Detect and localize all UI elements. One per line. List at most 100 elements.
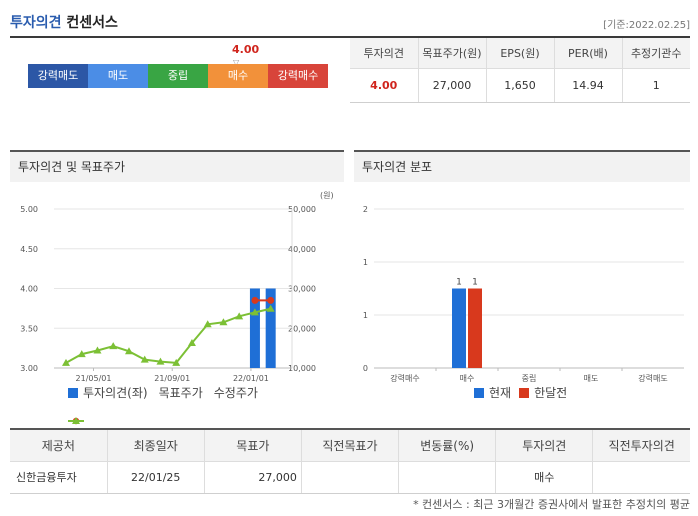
col-target: 목표가 (203, 429, 302, 462)
y-tick: 2 (363, 205, 368, 214)
y-axis-unit: (원) (320, 191, 334, 200)
chart-legend: 투자의견(좌) 목표주가 수정주가 (68, 384, 266, 425)
consensus-summary-table: 투자의견 목표주가(원) EPS(원) PER(배) 추정기관수 4.00 27… (350, 38, 690, 103)
y-tick: 1 (363, 258, 368, 267)
base-date: [기준:2022.02.25] (603, 20, 690, 31)
val-per: 14.94 (553, 68, 622, 103)
distribution-bar (468, 288, 482, 368)
section-header: 투자의견 컨센서스 [기준:2022.02.25] (10, 10, 690, 38)
opinion-bar (265, 288, 276, 368)
cell-last-date: 22/01/25 (106, 461, 205, 494)
table-row: 신한금융투자 22/01/25 27,000 매수 (10, 461, 690, 494)
legend-month-ago: 한달전 (519, 384, 567, 401)
scale-strong-sell: 강력매도 (28, 64, 88, 88)
y-tick: 0 (363, 364, 368, 373)
adjusted-price-point (266, 304, 275, 312)
legend-swatch-blue (68, 387, 78, 398)
bar-value-label: 1 (472, 278, 478, 288)
adjusted-price-point (77, 350, 86, 358)
adjusted-price-point (203, 320, 212, 328)
legend-label: 수정주가 (213, 386, 258, 400)
cell-provider: 신한금융투자 (10, 461, 108, 494)
col-prev-opinion: 직전투자의견 (592, 429, 690, 462)
col-eps: EPS(원) (485, 38, 554, 69)
category-label: 매수 (460, 374, 475, 382)
legend-label: 투자의견(좌) (83, 386, 148, 400)
category-label: 매도 (584, 374, 599, 382)
legend-swatch-red (519, 387, 530, 398)
x-tick-label: 21/09/01 (154, 374, 190, 382)
scale-sell: 매도 (88, 64, 148, 88)
title-main: 투자의견 (10, 15, 62, 31)
y-tick: 1 (363, 311, 368, 320)
adjusted-price-point (124, 347, 133, 355)
category-label: 중립 (522, 374, 537, 382)
opinion-value: 4.00 (232, 43, 260, 56)
opinion-marker-icon: ▽ (233, 58, 240, 67)
col-change-rate: 변동률(%) (398, 429, 496, 462)
val-opinion: 4.00 (350, 68, 418, 103)
broker-table: 제공처 최종일자 목표가 직전목표가 변동률(%) 투자의견 직전투자의견 신한… (10, 428, 690, 494)
y-tick-left: 5.00 (20, 205, 38, 214)
col-target-price: 목표주가(원) (417, 38, 486, 69)
y-tick-left: 3.50 (20, 324, 38, 333)
legend-label: 한달전 (534, 386, 568, 400)
distribution-bar (452, 288, 466, 368)
target-price-point (251, 296, 259, 304)
adjusted-price-point (140, 355, 149, 363)
opinion-target-chart-panel: 투자의견 및 목표주가 5.00 4.50 4.00 3.50 3.00 50,000 40… (10, 150, 344, 425)
y-tick-right: 20,000 (288, 324, 316, 333)
adjusted-price-point (62, 358, 70, 366)
opinion-scale: 4.00 ▽ 강력매도 매도 중립 매수 강력매수 (28, 42, 328, 90)
col-opinion: 투자의견 (495, 429, 593, 462)
y-tick-left: 4.00 (20, 285, 38, 294)
cell-opinion: 매수 (495, 461, 593, 494)
col-per: PER(배) (553, 38, 622, 69)
x-tick-label: 21/05/01 (76, 374, 112, 382)
y-tick-right: 30,000 (288, 285, 316, 294)
cell-prev-opinion (592, 461, 690, 494)
legend-current: 현재 (474, 384, 511, 401)
scale-buy: 매수 (208, 64, 268, 88)
panel-title: 투자의견 분포 (354, 150, 690, 182)
adjusted-price-point (187, 338, 196, 346)
panel-title: 투자의견 및 목표주가 (10, 150, 344, 182)
val-target-price: 27,000 (417, 68, 486, 103)
x-tick-label: 22/01/01 (233, 374, 269, 382)
target-price-point (267, 296, 275, 304)
col-provider: 제공처 (10, 429, 108, 462)
y-tick-right: 50,000 (288, 205, 316, 214)
legend-price: 수정주가 (68, 384, 258, 424)
y-tick-left: 3.00 (20, 364, 38, 373)
opinion-scale-bar: 강력매도 매도 중립 매수 강력매수 (28, 64, 328, 88)
col-estimators: 추정기관수 (621, 38, 690, 69)
cell-target: 27,000 (203, 461, 302, 494)
adjusted-price-point (219, 318, 228, 326)
opinion-bar (249, 288, 260, 368)
legend-opinion: 투자의견(좌) (68, 384, 148, 401)
y-tick-right: 10,000 (288, 364, 316, 373)
scale-strong-buy: 강력매수 (268, 64, 328, 88)
adjusted-price-point (109, 342, 118, 350)
category-label: 강력매도 (638, 373, 667, 382)
cell-prev-target (300, 461, 399, 494)
col-prev-target: 직전목표가 (300, 429, 399, 462)
adjusted-price-point (93, 346, 102, 354)
val-estimators: 1 (621, 68, 690, 103)
adjusted-price-point (156, 357, 165, 365)
category-label: 강력매수 (390, 373, 419, 382)
legend-price-icon (68, 417, 84, 424)
opinion-distribution-panel: 투자의견 분포 2 1 1 0 강력매수 매수 중립 매도 강력매도 1 1 현재 한달전 (354, 150, 690, 408)
col-last-date: 최종일자 (106, 429, 205, 462)
cell-change-rate (398, 461, 496, 494)
col-opinion: 투자의견 (350, 38, 418, 69)
y-tick-right: 40,000 (288, 245, 316, 254)
opinion-target-chart: 5.00 4.50 4.00 3.50 3.00 50,000 40,000 30,000 20… (20, 191, 334, 382)
legend-swatch-blue (474, 387, 484, 398)
legend-label: 현재 (489, 386, 512, 400)
scale-neutral: 중립 (148, 64, 208, 88)
y-tick-left: 4.50 (20, 245, 38, 254)
chart-legend: 현재 한달전 (474, 384, 575, 401)
adjusted-price-point (235, 312, 244, 320)
